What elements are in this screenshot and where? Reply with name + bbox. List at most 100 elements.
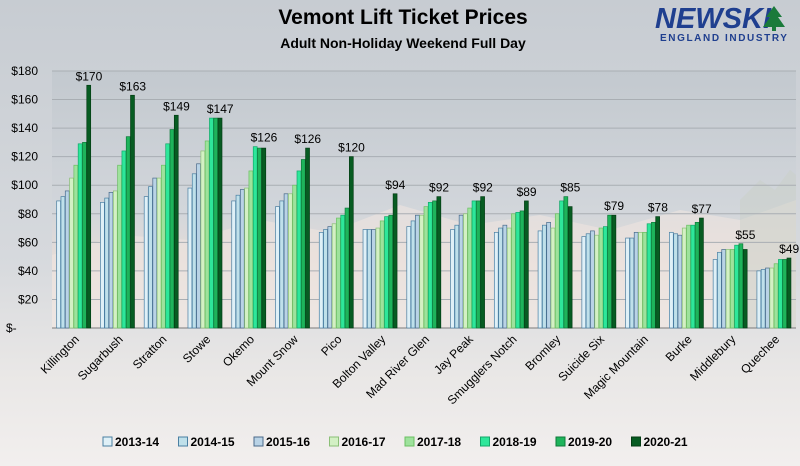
bar-2018-19 — [515, 212, 521, 329]
x-tick-label: Stratton — [130, 332, 170, 372]
bar-2013-14 — [406, 226, 412, 329]
legend-swatch — [253, 436, 264, 447]
data-label: $55 — [735, 228, 755, 242]
bar-2013-14 — [625, 237, 630, 329]
bar-2015-16 — [546, 221, 551, 329]
bar-2014-15 — [717, 251, 722, 329]
bar-2018-19 — [209, 117, 214, 329]
data-label: $147 — [207, 102, 234, 116]
bar-2015-16 — [283, 193, 289, 329]
bar-2018-19 — [427, 202, 433, 329]
y-tick-label: $140 — [11, 121, 38, 135]
bar-2015-16 — [458, 214, 464, 329]
bar-2015-16 — [371, 229, 376, 329]
bar-2014-15 — [191, 173, 197, 329]
legend-label: 2019-20 — [568, 435, 612, 449]
bar-2016-17 — [200, 150, 206, 329]
bar-2018-19 — [340, 214, 346, 329]
bar-2020-21 — [392, 193, 398, 329]
chart-title: Vemont Lift Ticket Prices — [278, 6, 527, 29]
bar-2015-16 — [765, 267, 770, 329]
bar-2016-17 — [638, 231, 643, 329]
x-tick-label: Killington — [38, 332, 82, 376]
bar-2015-16 — [196, 163, 201, 329]
data-label: $163 — [119, 79, 146, 93]
bar-2015-16 — [108, 192, 114, 329]
x-tick-label: Jay Peak — [431, 332, 477, 378]
bar-2017-18 — [204, 140, 210, 329]
bar-2016-17 — [331, 223, 337, 329]
data-label: $94 — [385, 178, 405, 192]
bar-2018-19 — [690, 224, 696, 329]
legend-label: 2013-14 — [115, 435, 159, 449]
legend-label: 2015-16 — [266, 435, 310, 449]
bar-2020-21 — [524, 200, 529, 329]
bar-2018-19 — [471, 200, 477, 329]
data-label: $92 — [473, 181, 493, 195]
bar-2014-15 — [585, 233, 591, 329]
bar-2014-15 — [673, 233, 678, 329]
bar-2020-21 — [173, 114, 179, 329]
data-label: $78 — [648, 201, 668, 215]
data-label: $89 — [517, 185, 537, 199]
bar-2018-19 — [165, 143, 170, 329]
bar-2013-14 — [581, 236, 587, 329]
y-tick-label: $20 — [18, 292, 38, 306]
bar-2013-14 — [362, 229, 368, 329]
bar-2014-15 — [542, 224, 547, 329]
data-label: $126 — [294, 132, 321, 146]
bar-2013-14 — [275, 206, 280, 329]
bar-2013-14 — [756, 270, 762, 329]
bar-2017-18 — [248, 170, 254, 329]
bar-2016-17 — [375, 227, 381, 329]
bar-2013-14 — [56, 200, 61, 329]
bar-2017-18 — [379, 220, 385, 329]
bar-2017-18 — [423, 206, 429, 329]
newski-logo: NEWSKI ENGLAND INDUSTRY — [655, 3, 787, 44]
legend-label: 2018-19 — [493, 435, 537, 449]
bar-2015-16 — [502, 224, 508, 329]
data-label: $49 — [779, 242, 799, 256]
bar-2016-17 — [244, 187, 249, 329]
bar-2016-17 — [112, 190, 118, 329]
bar-2014-15 — [279, 200, 285, 329]
bar-2013-14 — [231, 200, 236, 329]
bar-2016-17 — [506, 227, 512, 329]
bar-2014-15 — [410, 220, 416, 329]
bar-2020-21 — [742, 249, 748, 329]
bar-2020-21 — [217, 117, 223, 329]
bar-2019-20 — [388, 214, 394, 329]
bar-2014-15 — [148, 186, 153, 329]
logo-main-text: NEWSKI — [655, 3, 772, 35]
bar-2020-21 — [699, 217, 704, 329]
legend-swatch — [404, 436, 415, 447]
bar-2018-19 — [603, 226, 608, 329]
x-tick-label: Okemo — [220, 332, 257, 369]
bar-2020-21 — [567, 206, 573, 329]
bar-2016-17 — [725, 249, 731, 329]
bar-2015-16 — [64, 190, 70, 329]
bar-2018-19 — [296, 170, 302, 329]
bar-2019-20 — [563, 196, 569, 329]
bar-2014-15 — [323, 229, 328, 329]
bar-2013-14 — [450, 229, 455, 329]
legend-swatch — [555, 436, 566, 447]
bar-2020-21 — [349, 156, 354, 329]
x-tick-label: Middlebury — [687, 332, 738, 383]
bar-2018-19 — [77, 143, 83, 329]
bar-2017-18 — [336, 217, 341, 329]
bar-2014-15 — [629, 237, 635, 329]
bar-2019-20 — [651, 221, 656, 329]
legend-label: 2016-17 — [342, 435, 386, 449]
y-tick-label: $- — [6, 321, 17, 335]
bar-2013-14 — [493, 231, 499, 329]
bar-2016-17 — [463, 213, 468, 329]
bar-2018-19 — [559, 200, 564, 329]
x-tick-label: Bromley — [522, 332, 563, 373]
bar-2017-18 — [511, 213, 516, 329]
bar-2014-15 — [498, 227, 503, 329]
bar-2018-19 — [734, 244, 739, 329]
x-tick-label: Sugarbush — [75, 332, 126, 383]
